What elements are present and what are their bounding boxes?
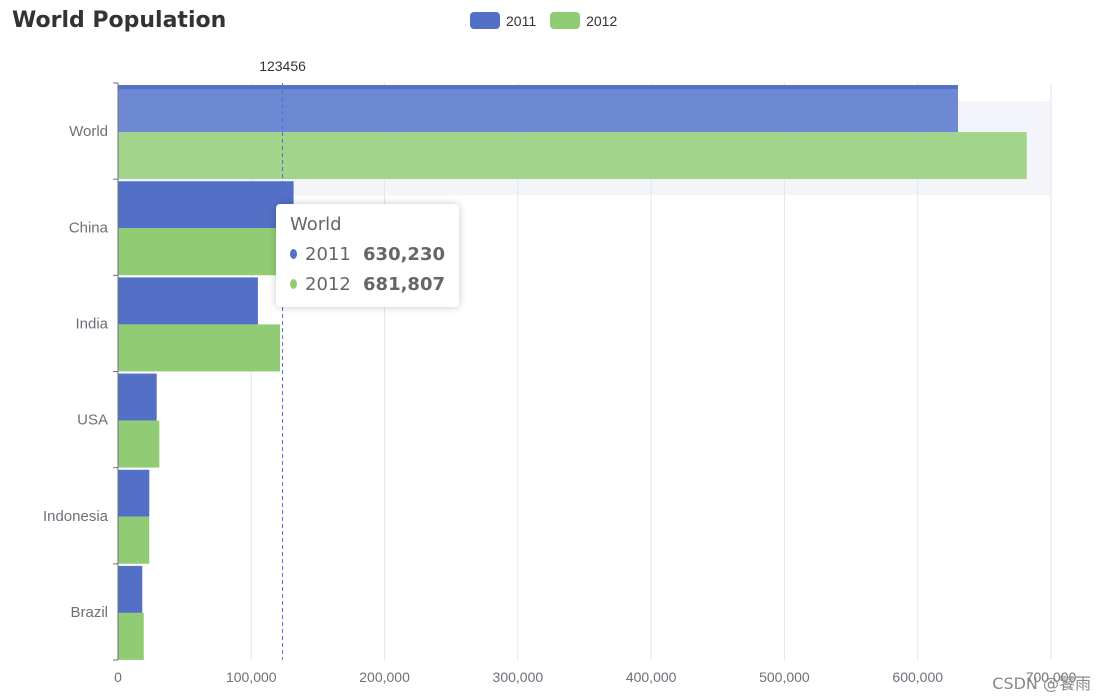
tooltip-series-name: 2011 — [305, 243, 351, 265]
bar-2011-brazil — [118, 565, 143, 613]
legend: 2011 2012 — [470, 12, 617, 29]
legend-swatch-2012 — [550, 12, 581, 29]
tooltip-series-value: 630,230 — [363, 243, 445, 265]
bar-2011-world — [118, 85, 959, 133]
legend-label-2011: 2011 — [506, 12, 537, 29]
x-tick-label: 0 — [114, 669, 122, 685]
legend-item-2011[interactable]: 2011 — [470, 12, 536, 29]
bar-2012-indonesia — [118, 516, 150, 564]
legend-swatch-2011 — [470, 12, 500, 29]
category-label: India — [75, 315, 108, 332]
bar-2012-usa — [118, 420, 160, 468]
tooltip-series-value: 681,807 — [363, 273, 445, 295]
category-label: China — [69, 219, 109, 236]
legend-item-2012[interactable]: 2012 — [550, 12, 617, 29]
bar-2012-brazil — [118, 612, 144, 660]
tooltip-dot-2012 — [290, 279, 298, 289]
bar-2011-china — [118, 181, 294, 229]
x-tick-label: 100,000 — [226, 669, 277, 685]
bar-highlight-edge — [118, 85, 959, 90]
x-tick-label: 600,000 — [892, 669, 943, 685]
tooltip-dot-2011 — [290, 249, 298, 259]
tooltip-row-2011: 2011 630,230 — [290, 239, 445, 269]
tooltip-row-2012: 2012 681,807 — [290, 269, 445, 299]
axis-pointer-label: 123456 — [259, 58, 306, 74]
bar-2012-china — [118, 228, 297, 276]
bar-2012-world — [118, 132, 1027, 180]
chart-title: World Population — [12, 8, 227, 33]
tooltip: World 2011 630,230 2012 681,807 — [276, 204, 459, 307]
x-tick-label: 700,000 — [1026, 669, 1077, 685]
category-label: World — [69, 123, 108, 140]
x-tick-label: 400,000 — [626, 669, 677, 685]
category-label: USA — [77, 412, 108, 429]
watermark: CSDN @饕雨 — [992, 674, 1091, 693]
x-tick-label: 200,000 — [359, 669, 410, 685]
legend-label-2012: 2012 — [586, 12, 618, 29]
tooltip-series-name: 2012 — [305, 273, 351, 295]
tooltip-title: World — [290, 214, 342, 235]
x-tick-label: 300,000 — [493, 669, 544, 685]
category-label: Indonesia — [43, 508, 109, 525]
bar-2011-india — [118, 277, 258, 325]
bar-2012-india — [118, 324, 281, 372]
x-tick-label: 500,000 — [759, 669, 810, 685]
bar-2011-indonesia — [118, 469, 150, 517]
bar-2011-usa — [118, 373, 157, 421]
category-label: Brazil — [70, 604, 108, 621]
